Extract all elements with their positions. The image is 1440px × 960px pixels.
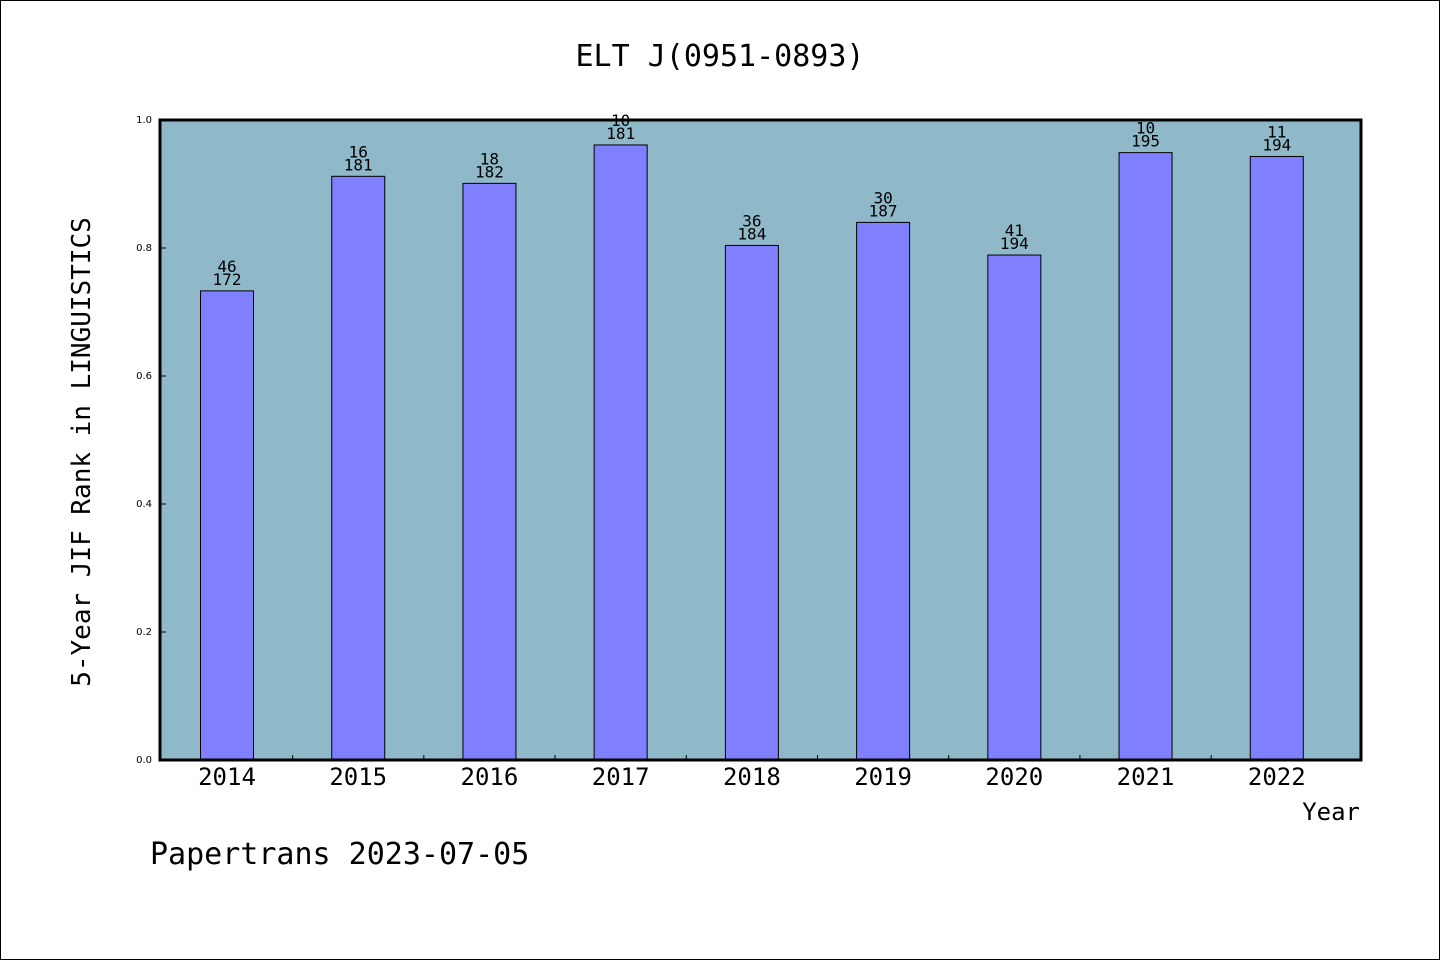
bar-2016 — [462, 182, 517, 761]
bar-2021 — [1118, 152, 1173, 761]
y-tick-label-0.0: 0.0 — [136, 755, 152, 766]
bar-rank-label-2022: 11 — [1267, 122, 1286, 141]
y-axis-label: 5-Year JIF Rank in LINGUISTICS — [67, 217, 97, 687]
x-tick-label-2014: 2014 — [198, 763, 256, 791]
bar-total-label-2019: 187 — [869, 201, 898, 220]
y-tick-label-0.6: 0.6 — [136, 371, 152, 382]
x-tick-label-2019: 2019 — [854, 763, 912, 791]
bar-rank-label-2016: 18 — [480, 149, 499, 168]
bar-total-label-2022: 194 — [1262, 135, 1291, 154]
x-tick-label-2020: 2020 — [985, 763, 1043, 791]
chart-title: ELT J(0951-0893) — [576, 39, 865, 74]
bar-rank-label-2015: 16 — [349, 142, 368, 161]
bar-rank-label-2019: 30 — [873, 188, 892, 207]
y-tick-label-1.0: 1.0 — [136, 115, 152, 126]
bar-total-label-2015: 181 — [344, 155, 373, 174]
x-tick-label-2022: 2022 — [1248, 763, 1306, 791]
x-tick-label-2021: 2021 — [1117, 763, 1175, 791]
bar-total-label-2014: 172 — [213, 270, 242, 289]
x-axis-label: Year — [1302, 798, 1360, 826]
x-tick-label-2018: 2018 — [723, 763, 781, 791]
bar-rank-label-2020: 41 — [1005, 221, 1024, 240]
bar-total-label-2020: 194 — [1000, 234, 1029, 253]
plot-border — [158, 118, 1363, 762]
x-tick-label-2015: 2015 — [329, 763, 387, 791]
y-tick-label-0.8: 0.8 — [136, 243, 152, 254]
bars-group — [200, 144, 1304, 761]
bar-2019 — [856, 221, 911, 761]
bar-2020 — [987, 254, 1042, 761]
bar-total-label-2017: 181 — [606, 124, 635, 143]
x-tick-label-2017: 2017 — [592, 763, 650, 791]
bar-2017 — [593, 144, 648, 761]
bar-2015 — [331, 175, 386, 761]
bar-total-label-2016: 182 — [475, 162, 504, 181]
bar-2022 — [1249, 155, 1304, 761]
bar-2014 — [200, 290, 254, 761]
x-tick-label-2016: 2016 — [461, 763, 519, 791]
bar-2018 — [724, 244, 779, 761]
bar-rank-label-2021: 10 — [1136, 119, 1155, 138]
y-tick-label-0.4: 0.4 — [136, 499, 152, 510]
y-tick-label-0.2: 0.2 — [136, 627, 152, 638]
bar-rank-label-2014: 46 — [217, 257, 236, 276]
bar-total-label-2018: 184 — [737, 224, 766, 243]
footer-text: Papertrans 2023-07-05 — [150, 837, 529, 872]
x-axis: 2014 2015 2016 2017 2018 2019 2020 2021 2022 — [198, 755, 1306, 791]
bar-total-label-2021: 195 — [1131, 132, 1160, 151]
y-axis: 0.0 0.2 0.4 0.6 0.8 1.0 — [136, 115, 166, 766]
bar-rank-label-2018: 36 — [742, 211, 761, 230]
